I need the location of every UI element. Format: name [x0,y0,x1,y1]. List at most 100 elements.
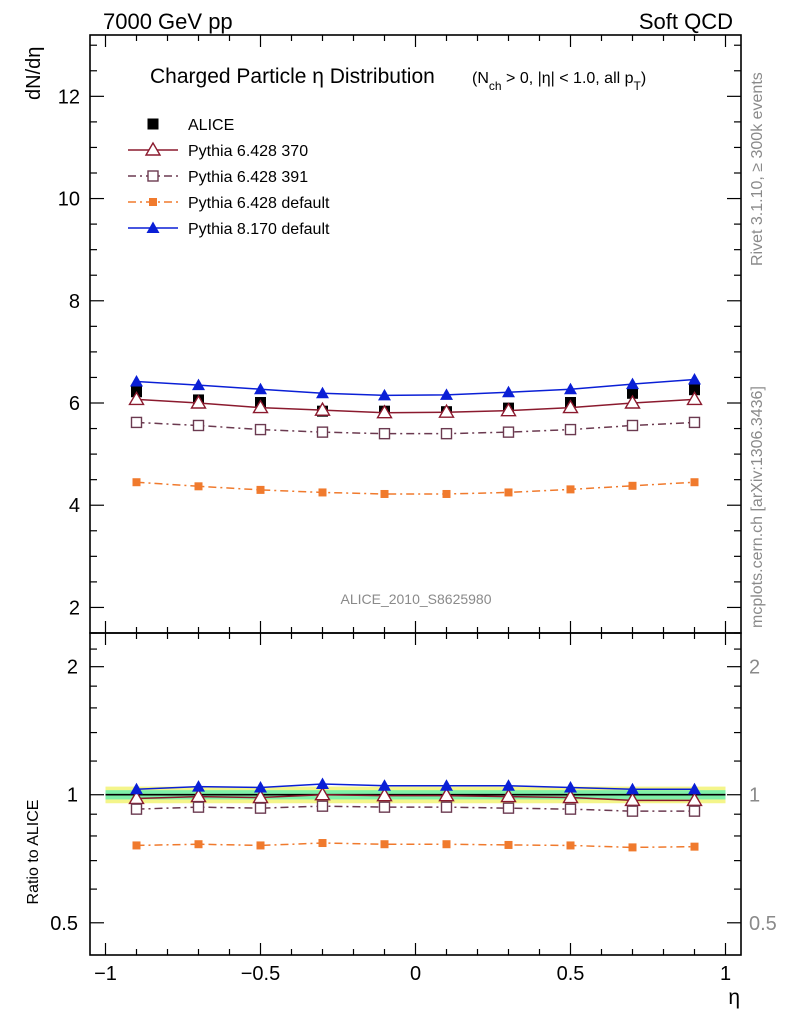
main-point-2 [502,426,515,438]
legend-label-0: ALICE [188,117,234,134]
legend: ALICE Pythia 6.428 370 Pythia 6.428 391 Pyt… [128,117,330,238]
main-panel: 2 4 6 8 10 12 [58,34,742,634]
xtick-label: 1 [720,963,731,985]
xtick-label: −1 [94,963,117,985]
ratio-point-2 [256,841,265,850]
main-ytick-label: 12 [58,86,80,108]
legend-label-3: Pythia 6.428 default [188,195,330,212]
main-ytick-label: 10 [58,189,80,211]
ratio-ylabel: Ratio to ALICE [25,800,42,905]
rivet-label: Rivet 3.1.10, ≥ 300k events [749,72,766,266]
legend-marker-0 [147,118,159,130]
mcplots-label: mcplots.cern.ch [arXiv:1306.3436] [749,386,766,628]
ratio-point-3 [316,777,329,789]
main-point-3 [132,478,141,487]
main-ytick-label: 4 [69,495,80,517]
ratio-point-3 [440,779,453,791]
main-point-4 [564,382,577,395]
main-ylabel: dN/dη [23,47,45,100]
legend-marker-2 [147,170,159,182]
ratio-series-line-2 [136,842,695,849]
main-point-2 [192,419,205,432]
ratio-series-line-1 [136,805,695,812]
main-point-2 [688,416,701,429]
ratio-ytick-label: 2 [67,657,78,679]
ratio-point-2 [628,843,637,852]
main-point-1 [128,391,145,406]
ratio-ytick-label: 0.5 [50,913,78,935]
main-ytick-label: 8 [69,291,80,313]
ratio-point-0 [314,786,331,801]
title-sub-part-4: ) [641,70,646,87]
ratio-point-0 [624,791,641,807]
ratio-point-2 [318,839,327,848]
main-point-4 [192,378,205,391]
main-point-4 [378,388,391,401]
main-point-3 [690,478,699,487]
ratio-point-1 [192,801,205,813]
main-point-3 [256,485,265,494]
main-point-2 [316,426,329,438]
header-left-label: 7000 GeV pp [103,9,233,34]
ratio-point-1 [626,805,639,817]
ratio-point-1 [316,800,329,812]
main-point-3 [566,485,575,494]
main-series-line-4 [136,378,695,397]
ratio-point-0 [438,787,455,802]
title-sub-part-1: ch [489,79,502,93]
ratio-point-1 [564,803,577,815]
main-point-3 [442,489,451,498]
main-series-line-2 [136,421,695,435]
ratio-ytick-label-right: 2 [749,657,760,679]
ratio-point-2 [442,840,451,849]
ratio-point-2 [566,841,575,850]
ratio-point-3 [378,779,391,791]
ratio-point-2 [690,842,699,851]
main-point-1 [562,399,579,414]
main-point-2 [440,427,453,440]
main-point-1 [376,404,393,419]
watermark-label: ALICE_2010_S8625980 [340,591,491,607]
legend-label-2: Pythia 6.428 391 [188,169,308,186]
main-point-2 [254,423,267,436]
main-point-2 [626,419,639,432]
title-sub-part-0: (N [472,70,489,87]
main-point-4 [130,375,143,387]
main-point-1 [314,401,331,416]
ratio-point-3 [502,779,515,791]
header-right-label: Soft QCD [639,9,733,34]
main-point-0 [689,384,700,396]
legend-label-1: Pythia 6.428 370 [188,143,308,160]
main-series-line-1 [136,398,695,414]
ratio-point-0 [376,787,393,802]
main-point-3 [194,482,203,491]
legend-label-4: Pythia 8.170 default [188,221,330,238]
legend-marker-1 [144,141,162,156]
main-point-2 [378,427,391,440]
ratio-point-0 [686,791,703,807]
ratio-panel: 0.5 0.5 1 1 2 2 −1 −0.5 0 0.5 1 [50,632,777,985]
ratio-point-1 [254,802,267,814]
ratio-point-1 [440,801,453,813]
main-point-2 [130,416,143,429]
ratio-point-3 [564,780,577,793]
main-title-sub: (Nch > 0, |η| < 1.0, all pT) [472,70,646,93]
ratio-point-3 [688,782,701,795]
main-title: Charged Particle η Distribution [150,65,435,88]
ratio-point-0 [562,789,579,804]
main-point-1 [252,399,269,414]
ratio-point-1 [688,805,701,817]
ratio-point-0 [500,788,517,803]
main-point-1 [438,403,455,418]
main-point-2 [564,423,577,436]
legend-marker-3 [149,198,157,206]
ratio-series-line-3 [136,783,695,791]
main-point-4 [626,377,639,390]
ratio-series-line-0 [136,793,695,802]
ratio-point-3 [626,782,639,795]
ratio-ytick-label-right: 0.5 [749,913,777,935]
main-point-1 [190,394,207,409]
ratio-point-1 [502,802,515,814]
xtick-label: 0 [410,963,421,985]
ratio-point-3 [130,782,143,795]
